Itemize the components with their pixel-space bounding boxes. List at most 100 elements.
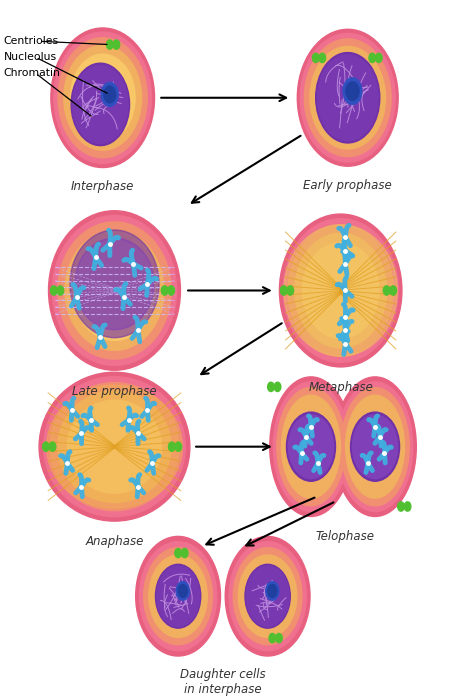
Circle shape [268,584,277,597]
Circle shape [233,548,302,645]
Ellipse shape [283,219,398,362]
Ellipse shape [316,55,379,141]
Ellipse shape [273,382,349,512]
Circle shape [276,634,282,643]
Circle shape [346,82,359,100]
Circle shape [71,63,129,146]
Circle shape [353,415,398,479]
Ellipse shape [337,382,413,512]
Ellipse shape [297,29,398,166]
Circle shape [269,634,276,643]
Text: Nucleolus: Nucleolus [4,52,57,62]
Ellipse shape [48,210,181,370]
Ellipse shape [50,383,179,511]
Ellipse shape [73,240,156,340]
Circle shape [104,86,116,103]
Ellipse shape [39,372,190,521]
Circle shape [182,549,188,558]
Circle shape [113,40,119,49]
Circle shape [229,542,306,651]
Text: Late prophase: Late prophase [72,385,157,397]
Ellipse shape [302,243,379,338]
Text: Centrioles: Centrioles [4,36,59,46]
Circle shape [149,555,207,638]
Circle shape [49,442,56,452]
Ellipse shape [341,388,409,506]
Text: Interphase: Interphase [71,180,135,193]
Ellipse shape [44,376,185,516]
Circle shape [136,537,220,656]
Circle shape [168,442,175,452]
Circle shape [144,548,212,645]
Ellipse shape [54,32,151,163]
Circle shape [161,286,168,295]
Ellipse shape [295,233,387,348]
Ellipse shape [75,238,154,330]
Ellipse shape [282,395,340,498]
Text: Anaphase: Anaphase [85,535,144,548]
Circle shape [175,442,182,452]
Ellipse shape [304,39,391,157]
Ellipse shape [301,33,395,162]
Ellipse shape [67,400,162,493]
Ellipse shape [70,54,135,141]
Circle shape [268,382,274,392]
Circle shape [51,286,57,295]
Circle shape [404,502,411,511]
Ellipse shape [64,45,142,150]
Text: Chromatin: Chromatin [4,68,61,78]
Ellipse shape [58,391,171,503]
Ellipse shape [58,222,171,359]
Circle shape [246,566,289,627]
Circle shape [101,82,118,107]
Text: Daughter cells
in interphase: Daughter cells in interphase [180,668,265,696]
Ellipse shape [270,377,352,516]
Ellipse shape [46,385,182,508]
Ellipse shape [288,224,393,356]
Circle shape [156,566,200,627]
Ellipse shape [334,377,416,516]
Circle shape [383,286,390,295]
Circle shape [312,53,319,63]
Ellipse shape [65,231,164,351]
Circle shape [266,581,279,600]
Text: Early prophase: Early prophase [303,178,392,192]
Circle shape [390,286,397,295]
Circle shape [73,66,128,144]
Ellipse shape [346,395,404,498]
Circle shape [176,581,190,600]
Circle shape [351,412,400,481]
Ellipse shape [284,224,397,356]
Circle shape [155,565,201,628]
Ellipse shape [279,214,402,367]
Ellipse shape [58,38,147,158]
Circle shape [274,382,281,392]
Ellipse shape [70,230,159,337]
Ellipse shape [53,215,176,365]
Circle shape [57,286,64,295]
Text: Telophase: Telophase [316,530,375,543]
Text: Metaphase: Metaphase [308,381,373,394]
Ellipse shape [277,388,345,506]
Circle shape [319,53,326,63]
Ellipse shape [51,28,155,167]
Circle shape [178,584,187,597]
Circle shape [316,52,380,143]
Circle shape [139,542,217,651]
Circle shape [107,40,113,49]
Circle shape [287,286,293,295]
Circle shape [43,442,49,452]
Circle shape [375,53,382,63]
Circle shape [343,78,362,105]
Circle shape [286,412,336,481]
Circle shape [317,55,378,141]
Circle shape [225,537,310,656]
Circle shape [245,565,290,628]
Circle shape [175,549,182,558]
Circle shape [168,286,174,295]
Ellipse shape [310,47,385,149]
Circle shape [281,286,287,295]
Circle shape [238,555,297,638]
Circle shape [398,502,404,511]
Circle shape [288,415,334,479]
